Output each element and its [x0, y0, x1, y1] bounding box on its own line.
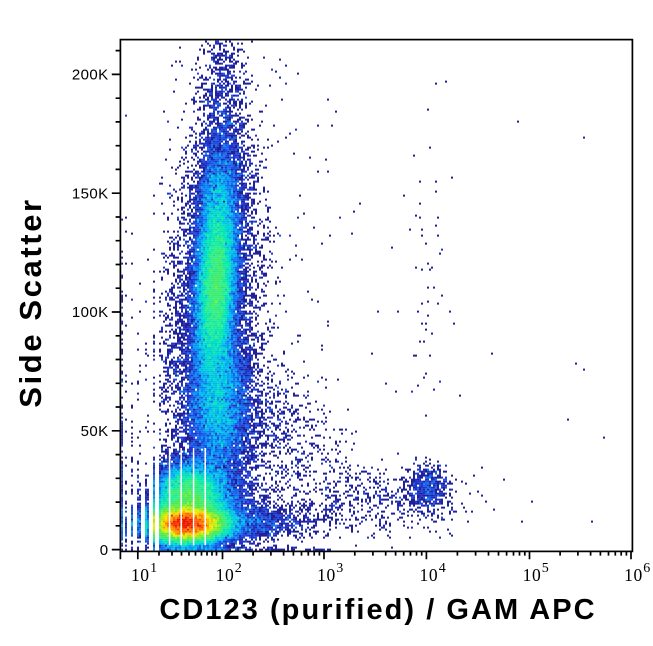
- svg-text:150K: 150K: [72, 185, 109, 202]
- svg-text:4: 4: [439, 561, 446, 576]
- svg-text:CD123 (purified) / GAM APC: CD123 (purified) / GAM APC: [159, 594, 596, 626]
- svg-text:3: 3: [336, 561, 343, 576]
- svg-text:100K: 100K: [72, 304, 109, 321]
- svg-text:200K: 200K: [72, 67, 109, 84]
- svg-text:0: 0: [100, 542, 109, 559]
- svg-text:6: 6: [643, 561, 650, 576]
- svg-text:10: 10: [131, 565, 150, 585]
- svg-text:1: 1: [150, 561, 157, 576]
- svg-text:10: 10: [216, 565, 235, 585]
- svg-text:50K: 50K: [81, 423, 109, 440]
- svg-text:Side Scatter: Side Scatter: [13, 197, 48, 407]
- svg-text:10: 10: [420, 565, 439, 585]
- svg-text:2: 2: [235, 561, 242, 576]
- svg-text:5: 5: [542, 561, 549, 576]
- svg-text:10: 10: [624, 565, 643, 585]
- svg-text:10: 10: [523, 565, 542, 585]
- svg-text:10: 10: [317, 565, 336, 585]
